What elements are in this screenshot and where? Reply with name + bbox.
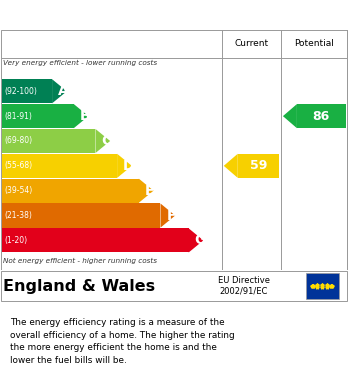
Text: D: D: [122, 159, 134, 173]
Polygon shape: [160, 203, 175, 228]
Text: F: F: [167, 208, 176, 222]
Text: (55-68): (55-68): [5, 161, 33, 170]
Text: G: G: [194, 233, 205, 248]
Polygon shape: [189, 228, 203, 253]
Polygon shape: [224, 154, 238, 178]
Text: 59: 59: [250, 160, 267, 172]
Bar: [2, 79, 52, 103]
Text: 86: 86: [313, 109, 330, 123]
Polygon shape: [95, 129, 110, 153]
Text: The energy efficiency rating is a measure of the
overall efficiency of a home. T: The energy efficiency rating is a measur…: [10, 318, 235, 364]
Bar: [2, 203, 160, 228]
Text: (21-38): (21-38): [5, 211, 32, 220]
Text: Very energy efficient - lower running costs: Very energy efficient - lower running co…: [3, 60, 157, 66]
Bar: [2, 228, 189, 253]
Text: Energy Efficiency Rating: Energy Efficiency Rating: [10, 7, 213, 23]
Bar: [297, 104, 346, 128]
Polygon shape: [283, 104, 297, 128]
Bar: [2, 129, 95, 153]
Polygon shape: [74, 104, 88, 128]
Text: (92-100): (92-100): [5, 87, 37, 96]
Text: England & Wales: England & Wales: [3, 278, 156, 294]
Bar: [2, 179, 139, 203]
Text: Potential: Potential: [294, 39, 334, 48]
Text: C: C: [101, 134, 112, 148]
Text: Current: Current: [235, 39, 269, 48]
Polygon shape: [52, 79, 67, 103]
Text: (69-80): (69-80): [5, 136, 33, 145]
Bar: [2, 154, 117, 178]
Text: Not energy efficient - higher running costs: Not energy efficient - higher running co…: [3, 258, 157, 264]
Text: (39-54): (39-54): [5, 186, 33, 195]
Polygon shape: [139, 179, 153, 203]
Text: E: E: [145, 184, 155, 198]
Text: (81-91): (81-91): [5, 111, 32, 121]
Bar: [238, 154, 279, 178]
Bar: [2, 104, 74, 128]
Bar: [306, 273, 339, 299]
Text: B: B: [79, 109, 90, 123]
Text: EU Directive
2002/91/EC: EU Directive 2002/91/EC: [218, 276, 270, 295]
Text: A: A: [58, 84, 69, 98]
Polygon shape: [117, 154, 132, 178]
Text: (1-20): (1-20): [5, 236, 27, 245]
